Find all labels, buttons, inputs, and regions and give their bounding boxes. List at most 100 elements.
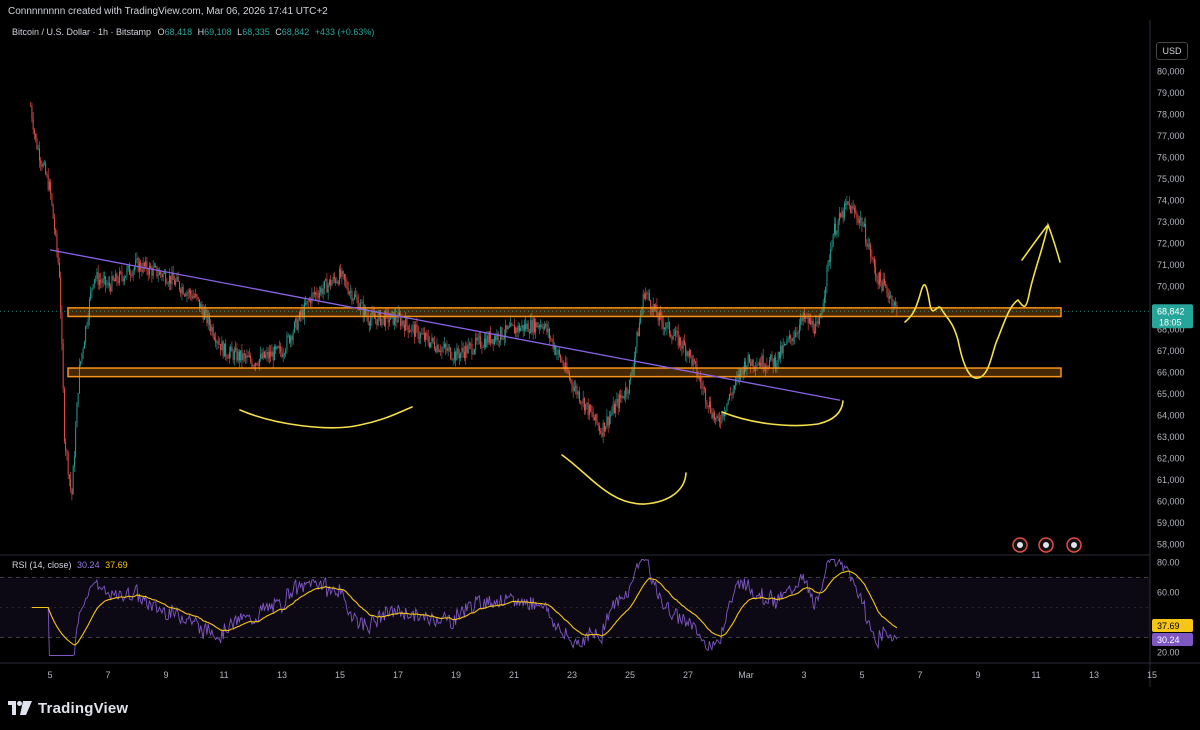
candle-body <box>672 336 674 340</box>
candle-body <box>161 274 163 278</box>
head-drawing <box>561 454 687 505</box>
price-chart-svg[interactable]: 80,000 79,000 78,000 77,000 76,000 75,000 74,0… <box>0 20 1200 687</box>
currency-button[interactable]: USD <box>1156 42 1188 60</box>
candle-body <box>686 351 688 356</box>
candle-body <box>733 385 735 390</box>
candle-body <box>176 276 178 281</box>
candle-body <box>396 320 398 323</box>
candle-body <box>535 322 537 333</box>
candle-body <box>340 269 342 277</box>
candle-body <box>135 260 137 267</box>
candle-body <box>593 417 595 421</box>
candle-body <box>350 291 352 293</box>
candle-body <box>632 368 634 373</box>
candle-body <box>326 279 328 293</box>
time-tick-label: 5 <box>859 670 864 680</box>
candle-body <box>690 350 692 356</box>
candle-body <box>35 133 37 139</box>
candle-body <box>435 348 437 352</box>
candle-body <box>552 339 554 350</box>
candle-body <box>602 422 604 437</box>
candle-body <box>283 353 285 355</box>
time-tick-label: 25 <box>625 670 635 680</box>
candle-body <box>605 426 607 432</box>
candle-body <box>775 357 777 369</box>
candle-body <box>458 354 460 359</box>
candle-body <box>266 352 268 355</box>
time-tick-label: 9 <box>975 670 980 680</box>
candle-body <box>411 326 413 332</box>
candle-body <box>631 372 633 375</box>
candle-body <box>788 335 790 339</box>
candle-body <box>866 242 868 247</box>
candle-body <box>78 364 80 393</box>
candle-body <box>642 294 644 308</box>
candle-body <box>98 280 100 285</box>
candle-body <box>621 395 623 398</box>
rsi-ma-badge-label: 37.69 <box>1157 621 1180 631</box>
candle-body <box>808 318 810 324</box>
candle-body <box>845 203 847 206</box>
event-flag-icon-dot <box>1043 542 1049 548</box>
candle-body <box>95 278 97 280</box>
candle-body <box>713 412 715 420</box>
candle-body <box>586 402 588 405</box>
candle-body <box>500 327 502 342</box>
candle-body <box>461 347 463 353</box>
candle-body <box>432 337 434 342</box>
candle-body <box>718 418 720 422</box>
price-tick-label: 58,000 <box>1157 539 1185 549</box>
candle-body <box>417 327 419 339</box>
candle-body <box>438 351 440 353</box>
candle-body <box>875 266 877 276</box>
candle-body <box>742 369 744 375</box>
candle-body <box>366 314 368 317</box>
candle-body <box>515 327 517 334</box>
candle-body <box>703 387 705 390</box>
candle-body <box>212 327 214 337</box>
candle-body <box>585 404 587 411</box>
candle-body <box>698 377 700 379</box>
candle-body <box>342 271 344 275</box>
candle-body <box>386 311 388 313</box>
candle-body <box>343 274 345 280</box>
candle-body <box>141 269 143 272</box>
candle-body <box>126 268 128 276</box>
candle-body <box>626 387 628 394</box>
right-shoulder-drawing <box>721 400 844 427</box>
candle-body <box>207 315 209 324</box>
candle-body <box>323 280 325 289</box>
candle-body <box>776 363 778 369</box>
candle-body <box>376 319 378 326</box>
candle-body <box>415 324 417 337</box>
candle-body <box>127 265 129 269</box>
candle-body <box>891 295 893 307</box>
rsi-legend[interactable]: RSI (14, close) 30.24 37.69 <box>12 560 128 570</box>
candle-body <box>510 323 512 328</box>
candle-body <box>68 474 70 479</box>
candle-body <box>145 261 147 267</box>
candle-body <box>521 325 523 329</box>
candle-body <box>397 312 399 323</box>
symbol-legend[interactable]: Bitcoin / U.S. Dollar · 1h · Bitstamp O6… <box>12 27 374 37</box>
candle-body <box>208 315 210 326</box>
candle-body <box>666 323 668 328</box>
candle-body <box>197 297 199 300</box>
candle-body <box>277 346 279 348</box>
candle-body <box>143 262 145 267</box>
candle-body <box>531 320 533 333</box>
candle-body <box>876 275 878 280</box>
candle-body <box>850 205 852 214</box>
candle-body <box>237 351 239 361</box>
candle-body <box>317 295 319 298</box>
candle-body <box>222 341 224 357</box>
candle-body <box>452 359 454 361</box>
candle-body <box>361 302 363 304</box>
candle-body <box>327 284 329 293</box>
candle-body <box>87 318 89 326</box>
candle-body <box>288 335 290 343</box>
candle-body <box>231 346 233 352</box>
candle-body <box>280 346 282 352</box>
candle-body <box>273 346 275 361</box>
candle-body <box>75 427 77 457</box>
